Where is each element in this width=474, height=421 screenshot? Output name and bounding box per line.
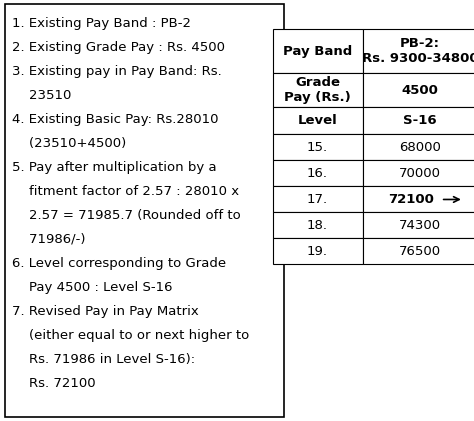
Text: PB-2:
Rs. 9300-34800: PB-2: Rs. 9300-34800 (362, 37, 474, 66)
Text: Pay Band: Pay Band (283, 45, 352, 58)
Bar (273, 187, 363, 213)
Bar (273, 29, 363, 74)
Text: 5. Pay after multiplication by a: 5. Pay after multiplication by a (12, 161, 217, 174)
Text: 3. Existing pay in Pay Band: Rs.: 3. Existing pay in Pay Band: Rs. (12, 65, 222, 78)
Text: 7. Revised Pay in Pay Matrix: 7. Revised Pay in Pay Matrix (12, 305, 199, 318)
Bar (363, 160, 474, 187)
Text: 19.: 19. (307, 245, 328, 258)
Text: 23510: 23510 (12, 89, 71, 102)
Bar (273, 238, 363, 264)
Text: 4. Existing Basic Pay: Rs.28010: 4. Existing Basic Pay: Rs.28010 (12, 113, 219, 126)
Text: 4500: 4500 (401, 84, 438, 97)
Text: 2.57 = 71985.7 (Rounded off to: 2.57 = 71985.7 (Rounded off to (12, 209, 241, 222)
Text: 18.: 18. (307, 219, 328, 232)
Text: (either equal to or next higher to: (either equal to or next higher to (12, 329, 249, 342)
Bar (273, 134, 363, 160)
Text: Grade
Pay (Rs.): Grade Pay (Rs.) (284, 77, 351, 104)
Text: 17.: 17. (307, 193, 328, 206)
Bar (363, 238, 474, 264)
Text: 2. Existing Grade Pay : Rs. 4500: 2. Existing Grade Pay : Rs. 4500 (12, 41, 225, 54)
Text: Rs. 72100: Rs. 72100 (12, 377, 95, 390)
Text: 1. Existing Pay Band : PB-2: 1. Existing Pay Band : PB-2 (12, 17, 191, 30)
Bar (273, 107, 363, 134)
Bar (273, 74, 363, 107)
Bar (363, 29, 474, 74)
Text: fitment factor of 2.57 : 28010 x: fitment factor of 2.57 : 28010 x (12, 185, 239, 198)
Bar (363, 107, 474, 134)
Text: 70000: 70000 (399, 167, 441, 180)
Text: 68000: 68000 (399, 141, 441, 154)
Bar (273, 213, 363, 238)
Text: 76500: 76500 (399, 245, 441, 258)
Bar (363, 187, 474, 213)
Bar (363, 213, 474, 238)
Bar (363, 74, 474, 107)
Text: 15.: 15. (307, 141, 328, 154)
Text: 71986/-): 71986/-) (12, 233, 85, 246)
Text: 16.: 16. (307, 167, 328, 180)
Bar (5, 4, 284, 417)
Text: Pay 4500 : Level S-16: Pay 4500 : Level S-16 (12, 281, 173, 294)
Text: 72100: 72100 (388, 193, 434, 206)
Text: S-16: S-16 (403, 115, 437, 128)
Text: Rs. 71986 in Level S-16):: Rs. 71986 in Level S-16): (12, 353, 195, 366)
Text: Level: Level (298, 115, 337, 128)
Bar (363, 134, 474, 160)
Text: 74300: 74300 (399, 219, 441, 232)
Text: 6. Level corresponding to Grade: 6. Level corresponding to Grade (12, 257, 226, 270)
Bar (273, 160, 363, 187)
Text: (23510+4500): (23510+4500) (12, 137, 126, 150)
